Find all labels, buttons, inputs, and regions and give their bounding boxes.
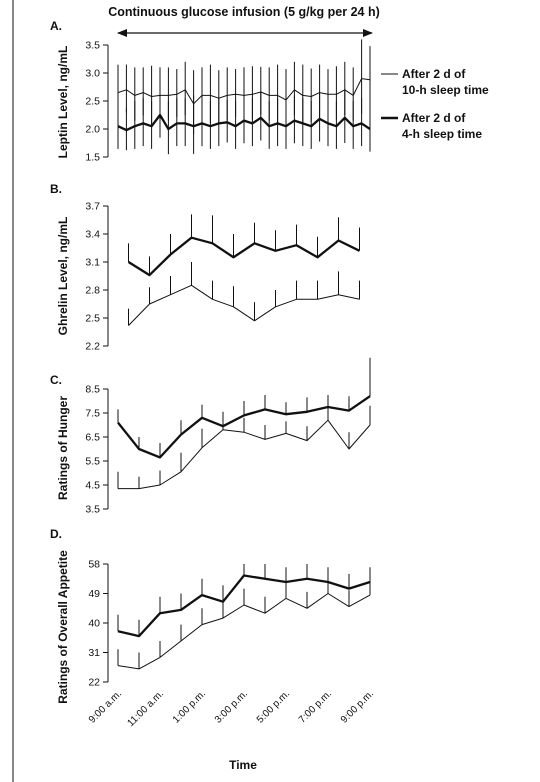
panel-hunger: 3.5 4.5 5.5 6.5 7.5 8.5	[85, 357, 371, 516]
series-line	[127, 236, 361, 277]
chart-panels: 1.5 2.0 2.5 3.0 3.5 2.2 2.5 2.8 3.1 3.4 3.7 3.5 4.5 5…	[85, 39, 371, 689]
legend-label-4h-line1: After 2 d of	[402, 111, 466, 125]
series-4h-sleep-leptin	[117, 89, 371, 155]
legend: After 2 d of 10-h sleep time After 2 d o…	[381, 67, 489, 141]
legend-label-10h-line1: After 2 d of	[402, 67, 466, 81]
y-tick-label-leptin: 2.5	[85, 96, 100, 108]
series-line	[118, 419, 371, 490]
y-axis-title-hunger: Ratings of Hunger	[56, 396, 70, 500]
x-tick-label: 7:00 p.m.	[297, 688, 334, 725]
panel-label-d: D.	[50, 527, 62, 541]
panel-label-b: B.	[50, 182, 62, 196]
y-axis-title-ghrelin: Ghrelin Level, ng/mL	[56, 217, 70, 336]
y-tick-label-leptin: 1.5	[85, 152, 100, 164]
legend-item-4h-sleep: After 2 d of 4-h sleep time	[381, 111, 482, 141]
x-tick-label: 1:00 p.m.	[171, 688, 208, 725]
y-tick-label-ghrelin: 3.1	[85, 257, 100, 269]
y-tick-label-leptin: 2.0	[85, 124, 100, 136]
y-tick-label-hunger: 4.5	[85, 480, 100, 492]
y-tick-label-appetite: 22	[88, 677, 100, 689]
legend-label-10h-line2: 10-h sleep time	[402, 83, 489, 97]
x-tick-label: 5:00 p.m.	[255, 688, 292, 725]
y-tick-label-hunger: 5.5	[85, 456, 100, 468]
series-10h-sleep-ghrelin	[128, 262, 360, 326]
series-line	[117, 395, 371, 459]
y-tick-label-ghrelin: 3.7	[85, 201, 100, 213]
panel-ghrelin: 2.2 2.5 2.8 3.1 3.4 3.7	[85, 201, 361, 353]
series-4h-sleep-ghrelin	[127, 214, 361, 277]
x-tick-label: 11:00 a.m.	[125, 688, 166, 729]
panel-leptin: 1.5 2.0 2.5 3.0 3.5	[85, 39, 371, 164]
panel-label-c: C.	[50, 373, 62, 387]
series-line	[117, 593, 371, 670]
x-tick-label: 9:00 a.m.	[87, 688, 124, 725]
series-4h-sleep-hunger	[117, 357, 371, 459]
y-tick-label-hunger: 8.5	[85, 384, 100, 396]
series-10h-sleep-appetite	[117, 577, 371, 670]
x-axis-tick-labels: 9:00 a.m. 11:00 a.m. 1:00 p.m. 3:00 p.m. 5:0…	[87, 688, 376, 729]
y-tick-label-hunger: 6.5	[85, 432, 100, 444]
y-tick-label-hunger: 3.5	[85, 504, 100, 516]
y-tick-label-appetite: 49	[88, 588, 100, 600]
x-tick-label: 3:00 p.m.	[213, 688, 250, 725]
y-tick-label-appetite: 58	[88, 559, 100, 571]
y-axis-title-leptin: Leptin Level, ng/mL	[56, 46, 70, 159]
series-line	[128, 284, 360, 326]
y-tick-label-ghrelin: 2.8	[85, 285, 100, 297]
y-tick-label-ghrelin: 2.2	[85, 341, 100, 353]
x-axis-title: Time	[229, 758, 257, 772]
y-tick-label-ghrelin: 3.4	[85, 229, 100, 241]
panel-appetite: 22 31 40 49 58	[88, 559, 371, 689]
y-tick-label-appetite: 31	[88, 647, 100, 659]
panel-label-a: A.	[50, 19, 62, 33]
x-tick-label: 9:00 p.m.	[339, 688, 376, 725]
y-tick-label-ghrelin: 2.5	[85, 313, 100, 325]
y-axis-title-appetite: Ratings of Overall Appetite	[56, 550, 70, 704]
infusion-header: Continuous glucose infusion (5 g/kg per …	[108, 5, 380, 19]
series-line	[117, 113, 371, 132]
y-tick-label-leptin: 3.0	[85, 68, 100, 80]
series-10h-sleep-hunger	[117, 405, 371, 490]
legend-label-4h-line2: 4-h sleep time	[402, 127, 482, 141]
series-4h-sleep-appetite	[117, 564, 371, 638]
y-tick-label-hunger: 7.5	[85, 408, 100, 420]
series-line	[117, 574, 371, 638]
y-tick-label-leptin: 3.5	[85, 40, 100, 52]
legend-item-10h-sleep: After 2 d of 10-h sleep time	[381, 67, 489, 97]
y-tick-label-appetite: 40	[88, 618, 100, 630]
